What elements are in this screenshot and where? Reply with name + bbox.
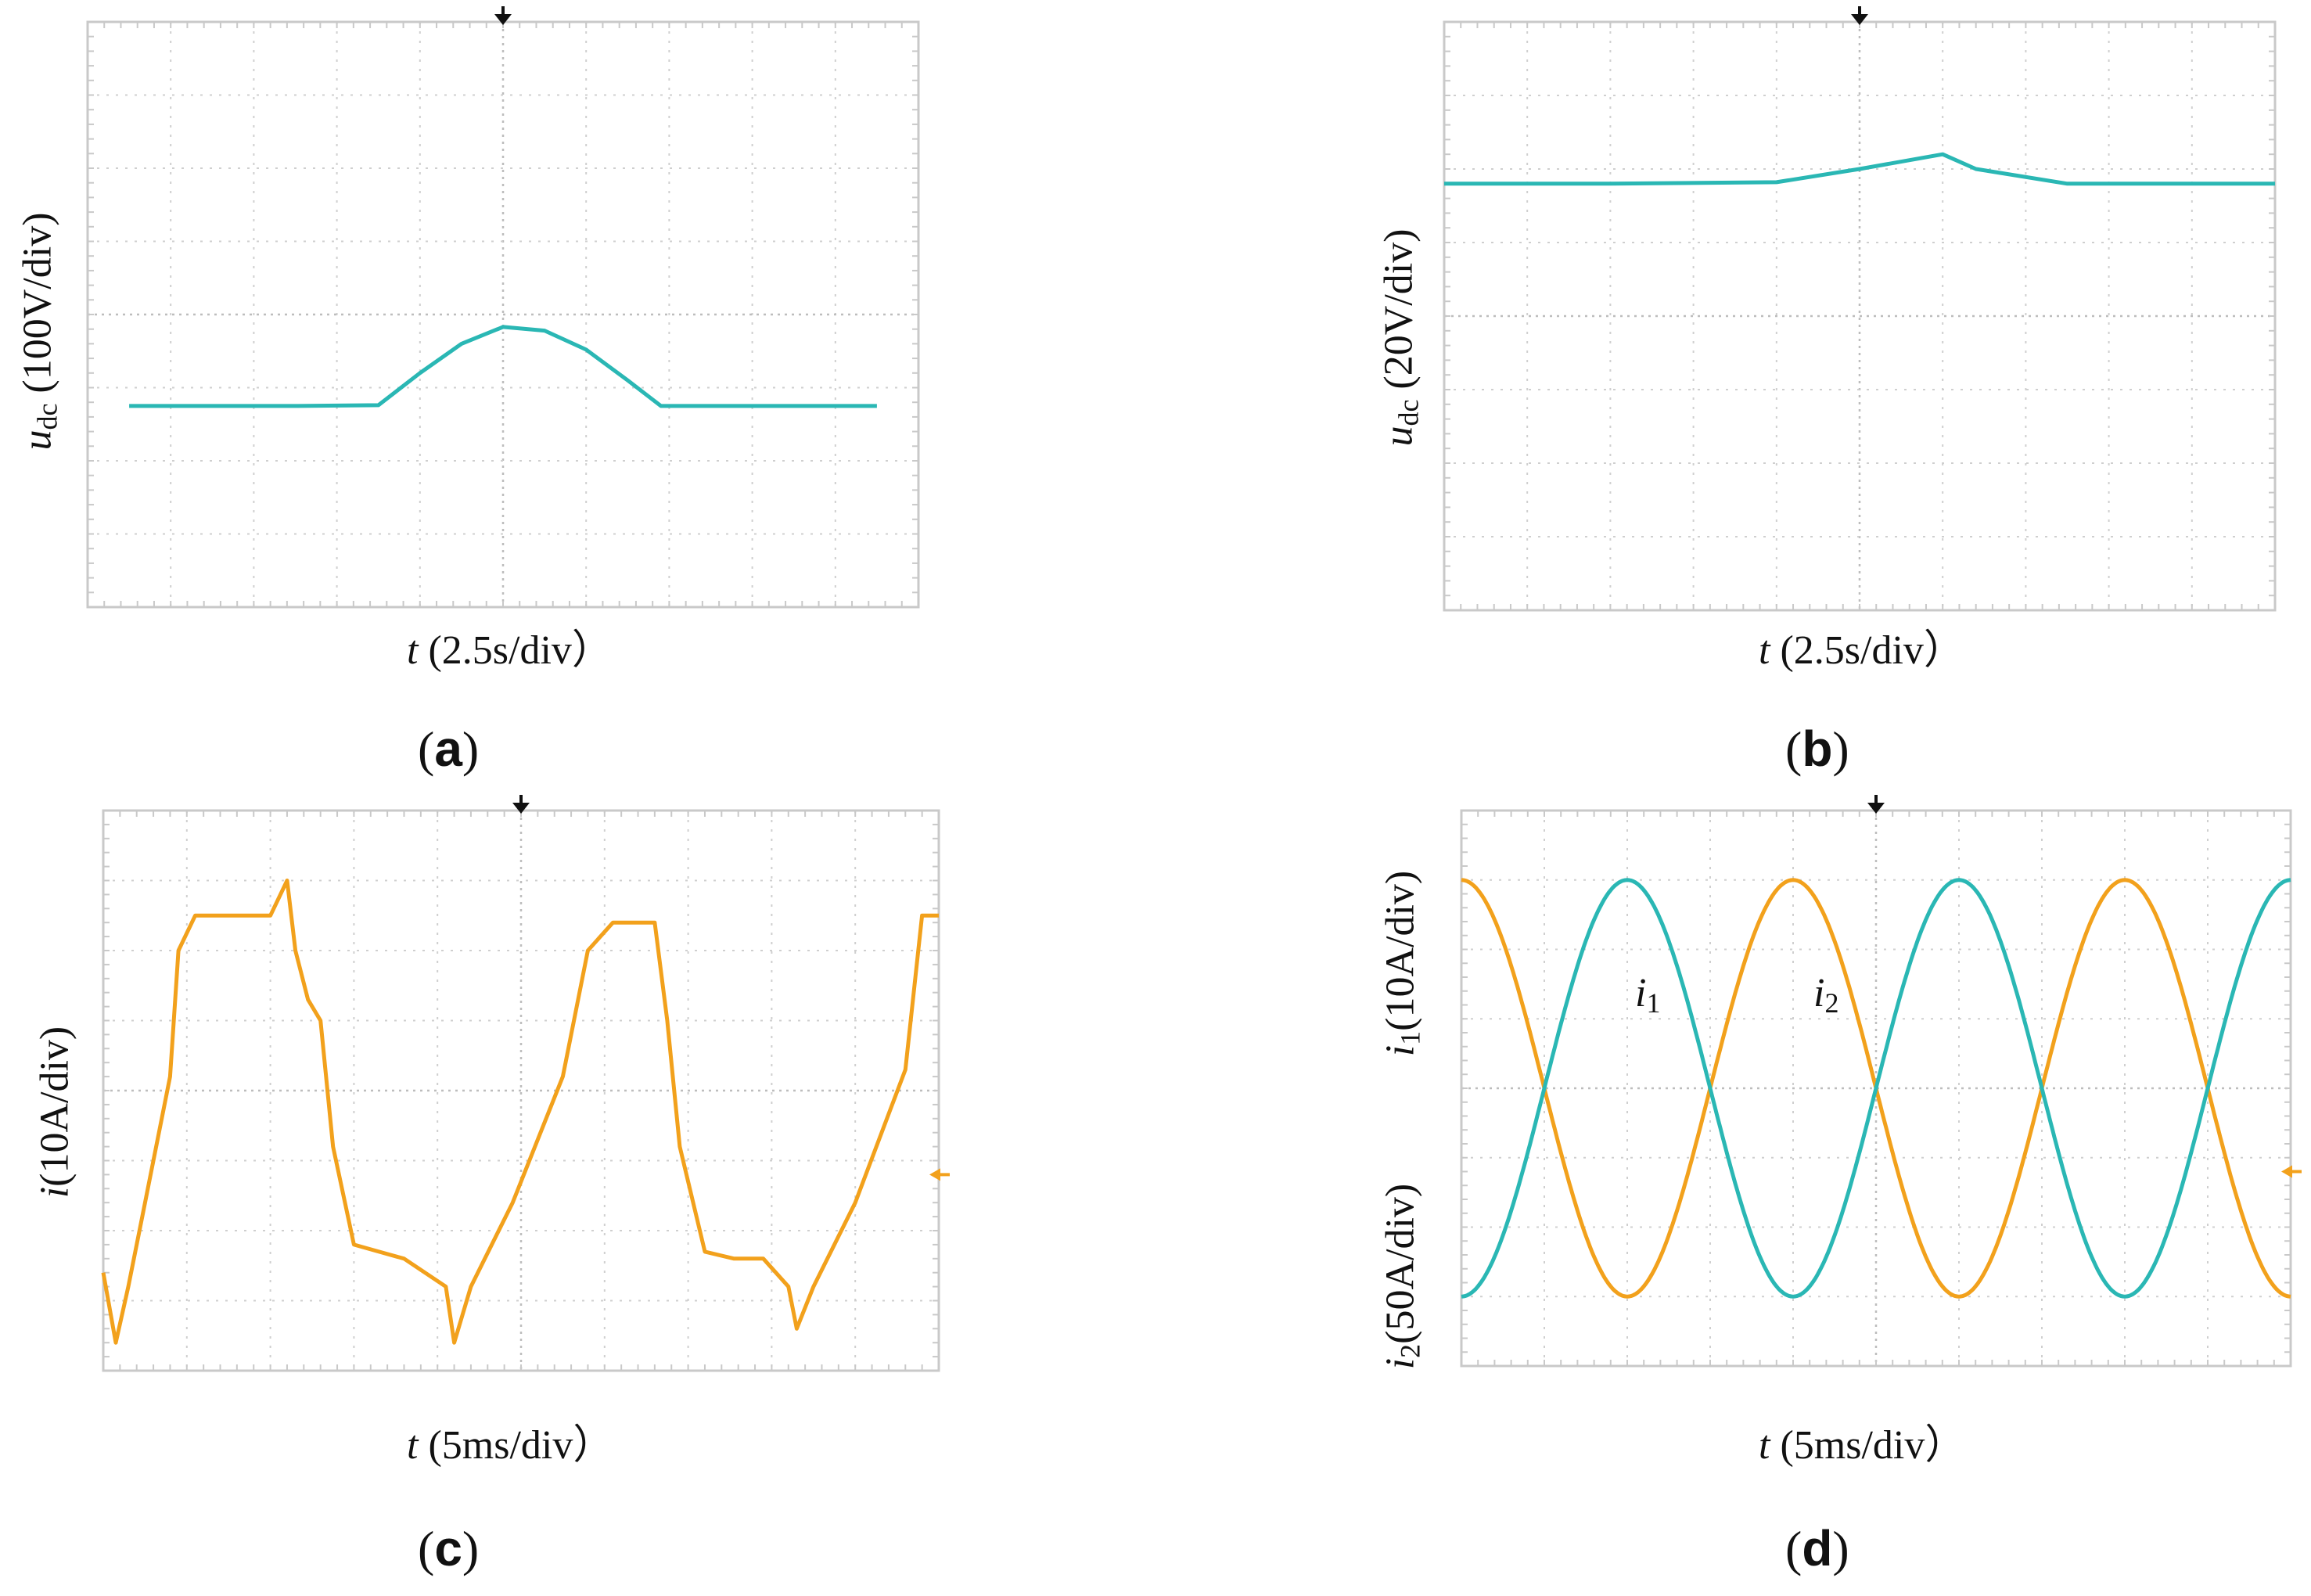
scope-panel-a bbox=[86, 6, 920, 609]
trigger-marker-d bbox=[1867, 795, 1885, 814]
grid-b bbox=[1443, 21, 2276, 611]
grid-a bbox=[87, 21, 919, 608]
xlabel-d: t (5ms/div） bbox=[1759, 1423, 1966, 1468]
scope-panel-c bbox=[101, 795, 950, 1372]
trace-udc bbox=[129, 325, 877, 408]
xlabel-c: t (5ms/div） bbox=[407, 1423, 614, 1468]
annotation-i1: i1 bbox=[1635, 971, 1661, 1019]
scope-b-svg bbox=[1443, 6, 2277, 612]
ylabel-b: udc (20V/div) bbox=[1376, 228, 1425, 447]
panel-label-a: (a) bbox=[418, 721, 480, 777]
scope-d-svg bbox=[1460, 795, 2302, 1368]
trace-i2 bbox=[1461, 878, 2291, 1299]
panel-label-d: (d) bbox=[1785, 1520, 1849, 1576]
level-marker-d bbox=[2281, 1165, 2292, 1178]
xlabel-a: t (2.5s/div） bbox=[407, 628, 613, 673]
ylabel-c: i(10A/div) bbox=[32, 1026, 77, 1199]
ylabel-d-top: i1(10A/div) bbox=[1378, 870, 1426, 1057]
scope-a-svg bbox=[86, 6, 920, 609]
scope-panel-d bbox=[1460, 795, 2302, 1368]
ylabel-a: udc (100V/div) bbox=[15, 212, 63, 451]
trace-i bbox=[101, 879, 939, 1345]
ylabel-d-bottom: i2(50A/div) bbox=[1378, 1183, 1426, 1370]
trigger-marker-b bbox=[1851, 6, 1868, 25]
scope-c-svg bbox=[101, 795, 950, 1372]
trace-udc bbox=[1444, 152, 2275, 186]
scope-panel-b bbox=[1443, 6, 2277, 612]
panel-label-b: (b) bbox=[1785, 721, 1849, 777]
annotation-i2: i2 bbox=[1813, 971, 1839, 1019]
xlabel-b: t (2.5s/div） bbox=[1759, 628, 1964, 673]
trigger-marker-c bbox=[512, 795, 530, 814]
level-marker-c bbox=[929, 1168, 940, 1181]
trigger-marker-a bbox=[494, 6, 512, 25]
panel-label-c: (c) bbox=[418, 1520, 480, 1576]
